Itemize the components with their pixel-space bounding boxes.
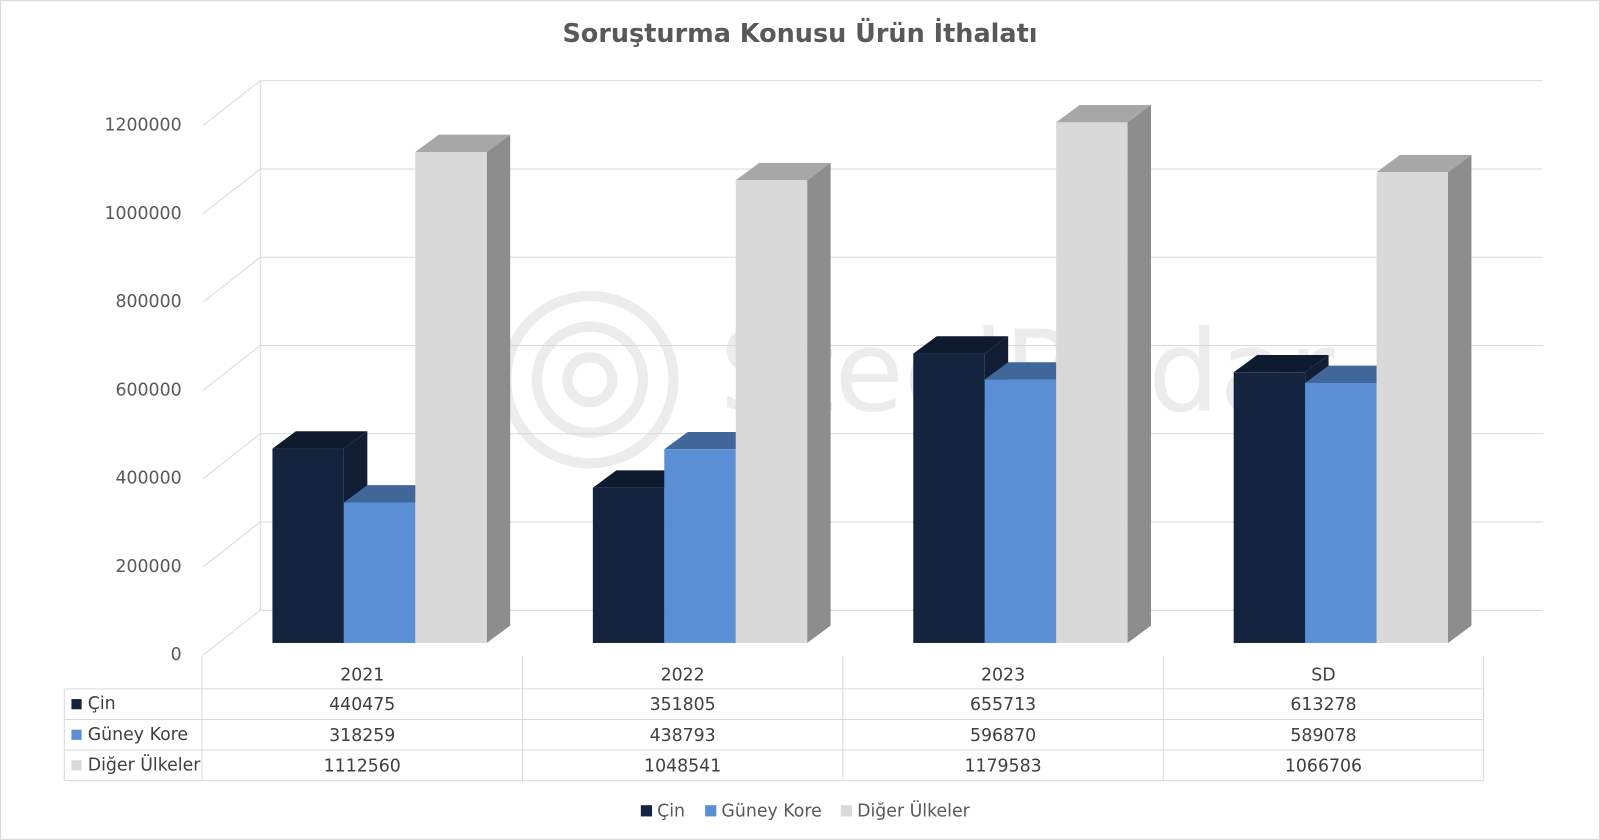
table-row-label: Güney Kore [88, 725, 188, 745]
table-cell: 655713 [970, 695, 1036, 715]
bar-front [1376, 172, 1448, 643]
y-tick-label: 200000 [115, 557, 181, 577]
grid-line-side [202, 609, 261, 656]
bar-front [984, 379, 1057, 643]
bar-top [735, 162, 831, 181]
bar [1376, 154, 1472, 643]
x-tick-label: 2022 [661, 666, 705, 686]
chart-title: Soruşturma Konusu Ürün İthalatı [562, 18, 1037, 49]
bar-front [1305, 382, 1377, 643]
grid-line-side [202, 433, 261, 480]
table-row-label: Çin [88, 694, 116, 714]
table-cell: 589078 [1290, 726, 1356, 746]
grid-line-side [202, 521, 261, 568]
legend-label: Güney Kore [721, 801, 821, 821]
bar-front [343, 502, 416, 643]
bar-top [1233, 354, 1329, 373]
table-cell: 1112560 [324, 756, 401, 776]
bar-top [1305, 365, 1400, 383]
grid-line-side [202, 256, 261, 303]
bar-front [735, 180, 808, 643]
legend-label: Diğer Ülkeler [857, 799, 970, 821]
y-tick-label: 800000 [115, 292, 181, 312]
bar-top [984, 362, 1080, 380]
bar [1056, 105, 1152, 643]
table-cell: 1179583 [964, 756, 1041, 776]
bar-top [272, 431, 368, 449]
bar [415, 134, 511, 643]
legend-key [705, 805, 717, 817]
table-cell: 318259 [329, 726, 395, 746]
bar-front [415, 151, 487, 643]
bar-front [1056, 122, 1128, 643]
bar-top [343, 485, 439, 503]
bar-front [664, 449, 736, 643]
y-tick-label: 1200000 [104, 116, 181, 136]
y-tick-label: 400000 [115, 469, 181, 489]
x-tick-label: 2023 [981, 666, 1025, 686]
table-key [71, 699, 82, 710]
bar-top [592, 470, 688, 488]
bar-top [1376, 154, 1472, 173]
bar-front [1233, 372, 1306, 643]
legend-label: Çin [657, 801, 685, 821]
bar-side [807, 162, 831, 643]
table-row-label: Diğer Ülkeler [88, 753, 201, 775]
grid-line-side [202, 80, 261, 127]
grid-line-side [202, 168, 261, 215]
bar-side [1447, 154, 1472, 643]
bar-side [486, 134, 511, 643]
x-tick-label: SD [1311, 666, 1335, 686]
table-key [71, 760, 82, 771]
bar-top [1056, 105, 1152, 123]
legend-key [840, 805, 853, 817]
y-tick-label: 1000000 [104, 204, 181, 224]
table-cell: 1048541 [644, 756, 721, 776]
table-cell: 1066706 [1285, 756, 1362, 776]
bar-top [664, 431, 760, 450]
bar [735, 162, 831, 643]
bar-side [1127, 105, 1152, 643]
table-cell: 596870 [970, 726, 1036, 746]
table-cell: 613278 [1290, 695, 1356, 715]
bar-front [913, 353, 985, 643]
table-cell: 438793 [650, 726, 716, 746]
bar-front [272, 448, 344, 643]
y-tick-label: 600000 [115, 380, 181, 400]
y-tick-label: 0 [171, 645, 182, 665]
table-cell: 351805 [650, 695, 716, 715]
legend-key [640, 805, 653, 817]
bar-front [592, 487, 665, 643]
x-tick-label: 2021 [340, 666, 384, 686]
table-cell: 440475 [329, 695, 395, 715]
bar-top [913, 336, 1009, 354]
table-key [71, 729, 82, 740]
bar-top [415, 134, 511, 152]
grid-line-side [202, 345, 261, 391]
